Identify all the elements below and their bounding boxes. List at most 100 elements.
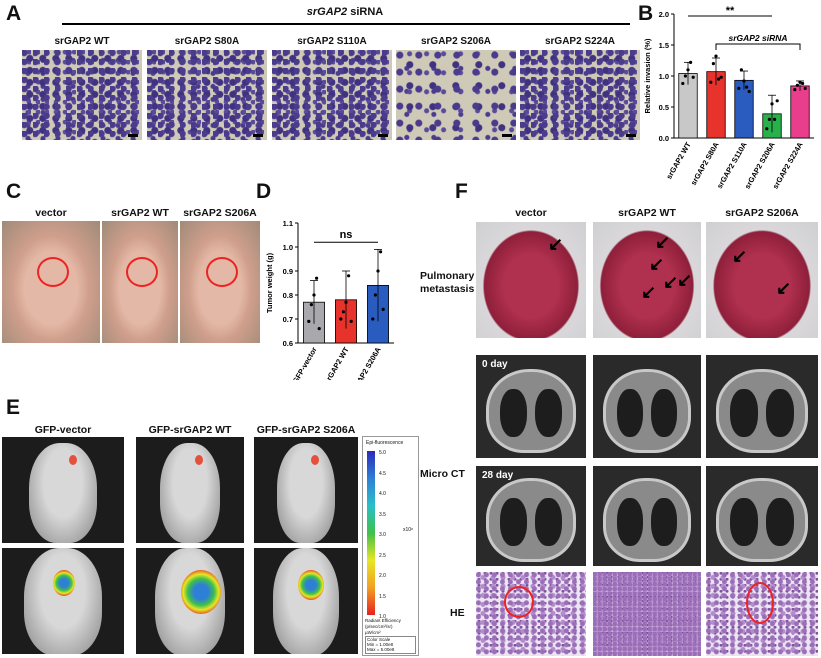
scale-bar-1 — [128, 134, 138, 137]
panel-a-label-1: srGAP2 WT — [54, 36, 110, 47]
metastasis-arrow-3-1: ↙ — [732, 246, 748, 266]
data-point-1-4 — [689, 60, 693, 64]
panel-a-header-rest: siRNA — [347, 6, 384, 18]
ct-lung-left-day0-3 — [730, 389, 758, 437]
he-section-2 — [593, 572, 701, 656]
data-point-1-5 — [691, 75, 695, 79]
y-tick-label: 0.6 — [283, 339, 293, 348]
panel-a-micrograph-2 — [147, 50, 267, 140]
scale-tick-8: 1.5 — [379, 593, 386, 600]
data-point-3-1 — [737, 86, 741, 90]
panel-e-ir-bottom-1 — [2, 548, 124, 654]
panel-letter-d: D — [256, 180, 272, 203]
lung-photo-3: ↙ ↙ — [706, 222, 818, 338]
scale-box-1: Color Scale — [367, 637, 391, 642]
data-point-3-5 — [747, 89, 751, 94]
data-point-2-2 — [341, 310, 345, 314]
data-point-2-2 — [711, 62, 715, 66]
panel-a-header: srGAP2 siRNA — [60, 6, 630, 18]
ct-lung-right-day28-1 — [535, 498, 562, 546]
data-point-4-1 — [765, 127, 769, 131]
x-tick-label-1: GFP-vector — [291, 345, 319, 380]
significance-label-b: ** — [726, 5, 735, 17]
data-point-1-1 — [681, 81, 685, 86]
data-point-2-4 — [347, 274, 351, 278]
scale-gradient — [367, 451, 375, 615]
micro-ct-day28-1 — [476, 466, 586, 566]
panel-a-micrograph-3 — [272, 50, 392, 140]
scale-tick-5: 3.0 — [379, 532, 386, 538]
ct-lung-right-day28-3 — [766, 498, 794, 546]
y-axis-label: Relative invasion (%) — [643, 38, 652, 114]
y-tick-label: 1.0 — [659, 72, 669, 81]
panel-a-label-5: srGAP2 S224A — [544, 36, 616, 47]
panel-a-label-2: srGAP2 S80A — [174, 36, 240, 47]
panel-a-header-line — [62, 23, 630, 25]
panel-letter-c: C — [6, 180, 22, 203]
data-point-1-2 — [683, 74, 687, 78]
scale-tick-9: 1.0 — [379, 614, 386, 620]
panel-e-label-1: GFP-vector — [34, 424, 92, 436]
panel-a-label-4: srGAP2 S206A — [420, 36, 492, 47]
data-point-4-5 — [775, 99, 779, 103]
ir-signal-bottom-3 — [297, 570, 324, 600]
data-point-5-1 — [793, 88, 797, 92]
scale-bar-4 — [502, 134, 512, 137]
data-point-1-3 — [686, 68, 690, 72]
panel-a-micrograph-1 — [22, 50, 142, 140]
ct-lung-left-day0-2 — [617, 389, 643, 437]
panel-e-ir-bottom-3 — [254, 548, 358, 654]
scale-exponent: x10⁸ — [403, 527, 414, 533]
tumor-circle-1 — [37, 257, 69, 287]
metastasis-arrow-2-1: ↙ — [655, 232, 671, 252]
ir-signal-bottom-2 — [181, 570, 222, 614]
y-tick-label: 2.0 — [659, 10, 669, 19]
ct-lung-left-day0-1 — [500, 389, 527, 437]
scale-box-3: Max = 5.00e8 — [367, 647, 395, 652]
scale-tick-3: 4.0 — [379, 491, 386, 497]
data-point-3-4 — [745, 85, 749, 89]
scale-bar-3 — [378, 134, 388, 137]
lung-photo-1: ↙ — [476, 222, 586, 338]
y-axis-label: Tumor weight (g) — [265, 252, 274, 313]
panel-letter-f: F — [455, 180, 468, 203]
micro-ct-day0-3 — [706, 355, 818, 458]
scale-box-2: Min = 1.00e8 — [367, 642, 394, 647]
panel-a-label-3: srGAP2 S110A — [297, 36, 367, 47]
scale-tick-6: 2.5 — [379, 552, 386, 559]
data-point-3-3 — [742, 79, 746, 83]
panel-a-gene: srGAP2 — [306, 6, 348, 18]
x-tick-label-5: srGAP2 S224A — [771, 140, 805, 190]
y-tick-label: 0.8 — [283, 291, 293, 300]
panel-e-label-3: GFP-srGAP2 S206A — [256, 424, 356, 436]
data-point-3-4 — [379, 250, 383, 254]
he-circle-1 — [504, 586, 534, 618]
data-point-2-4 — [717, 77, 721, 81]
data-point-1-2 — [309, 303, 313, 307]
data-point-3-2 — [373, 293, 377, 297]
sirna-bracket-b — [715, 43, 801, 50]
data-point-5-3 — [798, 80, 802, 84]
scale-footer-3: µW/cm² — [365, 630, 381, 635]
y-tick-label: 0.9 — [283, 267, 293, 276]
panel-letter-e: E — [6, 396, 21, 419]
panel-letter-a: A — [6, 2, 22, 25]
data-point-3-5 — [381, 307, 385, 311]
ir-signal-top-1 — [69, 455, 78, 465]
significance-label-d: ns — [340, 229, 353, 241]
ir-signal-top-3 — [311, 455, 320, 465]
metastasis-arrow-1-1: ↙ — [548, 234, 564, 254]
scale-tick-4: 3.5 — [379, 511, 386, 518]
lung-photo-2: ↙ ↙ ↙ ↙ ↙ — [593, 222, 701, 338]
ct-lung-right-day28-2 — [651, 498, 677, 546]
ct-lung-left-day28-3 — [730, 498, 758, 546]
data-point-5-4 — [801, 81, 805, 86]
data-point-3-1 — [371, 317, 375, 321]
row-label-he: HE — [450, 607, 465, 619]
data-point-1-1 — [307, 319, 311, 323]
panel-letter-b: B — [638, 2, 654, 25]
ct-lung-left-day28-1 — [500, 498, 527, 546]
metastasis-arrow-3-2: ↙ — [776, 278, 792, 298]
y-tick-label: 0.5 — [659, 103, 669, 112]
data-point-4-4 — [773, 117, 777, 121]
